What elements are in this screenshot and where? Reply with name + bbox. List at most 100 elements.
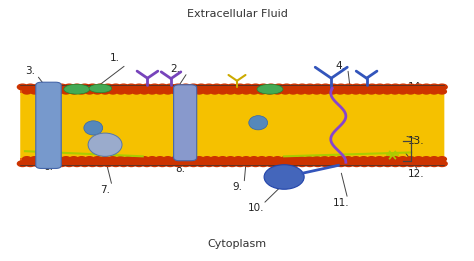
Circle shape xyxy=(93,89,102,94)
Circle shape xyxy=(171,157,180,162)
Text: Cytoplasm: Cytoplasm xyxy=(208,239,266,249)
Circle shape xyxy=(281,89,290,94)
FancyBboxPatch shape xyxy=(36,82,61,168)
Circle shape xyxy=(438,89,447,94)
Circle shape xyxy=(173,161,183,167)
Circle shape xyxy=(38,89,47,94)
Circle shape xyxy=(328,157,337,162)
Circle shape xyxy=(181,84,191,90)
Circle shape xyxy=(87,161,98,167)
Circle shape xyxy=(22,157,31,162)
Circle shape xyxy=(422,157,431,162)
Circle shape xyxy=(211,84,222,90)
Circle shape xyxy=(46,89,55,94)
Circle shape xyxy=(406,161,416,167)
Text: 1.: 1. xyxy=(109,53,119,63)
Circle shape xyxy=(282,161,292,167)
Circle shape xyxy=(181,161,191,167)
Circle shape xyxy=(117,157,125,162)
Text: 5.: 5. xyxy=(34,146,44,156)
Circle shape xyxy=(218,89,227,94)
Circle shape xyxy=(320,157,329,162)
Circle shape xyxy=(157,161,168,167)
Circle shape xyxy=(413,84,424,90)
Circle shape xyxy=(165,84,175,90)
Circle shape xyxy=(148,157,156,162)
Circle shape xyxy=(164,89,172,94)
Circle shape xyxy=(235,161,245,167)
Circle shape xyxy=(142,161,152,167)
Circle shape xyxy=(421,84,432,90)
Ellipse shape xyxy=(84,121,103,135)
Circle shape xyxy=(390,161,401,167)
Circle shape xyxy=(72,161,82,167)
Circle shape xyxy=(265,89,274,94)
Circle shape xyxy=(62,89,71,94)
Text: 14.: 14. xyxy=(408,82,424,92)
Circle shape xyxy=(406,89,415,94)
Circle shape xyxy=(187,157,196,162)
Circle shape xyxy=(155,89,164,94)
Circle shape xyxy=(118,84,129,90)
Circle shape xyxy=(375,157,384,162)
Circle shape xyxy=(118,161,129,167)
Circle shape xyxy=(320,84,331,90)
Circle shape xyxy=(110,84,121,90)
Circle shape xyxy=(69,89,78,94)
Circle shape xyxy=(422,89,431,94)
Circle shape xyxy=(344,89,352,94)
Circle shape xyxy=(124,89,133,94)
Circle shape xyxy=(336,89,345,94)
Circle shape xyxy=(30,157,39,162)
Circle shape xyxy=(126,84,137,90)
Circle shape xyxy=(30,89,39,94)
Circle shape xyxy=(227,161,237,167)
Text: 3.: 3. xyxy=(25,66,35,76)
Circle shape xyxy=(22,89,31,94)
Circle shape xyxy=(110,161,121,167)
Circle shape xyxy=(257,157,266,162)
Circle shape xyxy=(54,157,63,162)
Circle shape xyxy=(41,84,51,90)
Circle shape xyxy=(282,84,292,90)
Circle shape xyxy=(54,89,63,94)
Circle shape xyxy=(87,84,98,90)
Circle shape xyxy=(69,157,78,162)
Circle shape xyxy=(351,157,360,162)
Circle shape xyxy=(25,84,36,90)
Circle shape xyxy=(297,157,305,162)
Circle shape xyxy=(351,89,360,94)
Circle shape xyxy=(77,89,86,94)
Circle shape xyxy=(226,157,235,162)
Circle shape xyxy=(344,161,354,167)
Circle shape xyxy=(80,161,90,167)
Circle shape xyxy=(18,84,28,90)
Circle shape xyxy=(351,161,362,167)
Circle shape xyxy=(48,84,59,90)
Circle shape xyxy=(297,161,307,167)
Circle shape xyxy=(103,84,113,90)
Circle shape xyxy=(312,157,321,162)
Text: 12.: 12. xyxy=(408,169,424,179)
Circle shape xyxy=(72,84,82,90)
Circle shape xyxy=(157,84,168,90)
Circle shape xyxy=(164,157,172,162)
Circle shape xyxy=(273,157,282,162)
Circle shape xyxy=(383,161,393,167)
Circle shape xyxy=(202,157,211,162)
Text: 7.: 7. xyxy=(100,185,110,195)
Circle shape xyxy=(359,84,370,90)
Circle shape xyxy=(101,89,109,94)
Circle shape xyxy=(124,157,133,162)
Circle shape xyxy=(134,84,144,90)
Circle shape xyxy=(140,157,149,162)
Circle shape xyxy=(304,157,313,162)
Circle shape xyxy=(374,84,385,90)
Circle shape xyxy=(187,89,196,94)
Circle shape xyxy=(414,157,423,162)
Circle shape xyxy=(196,84,206,90)
Circle shape xyxy=(265,157,274,162)
Circle shape xyxy=(117,89,125,94)
Circle shape xyxy=(234,157,243,162)
Circle shape xyxy=(250,84,261,90)
